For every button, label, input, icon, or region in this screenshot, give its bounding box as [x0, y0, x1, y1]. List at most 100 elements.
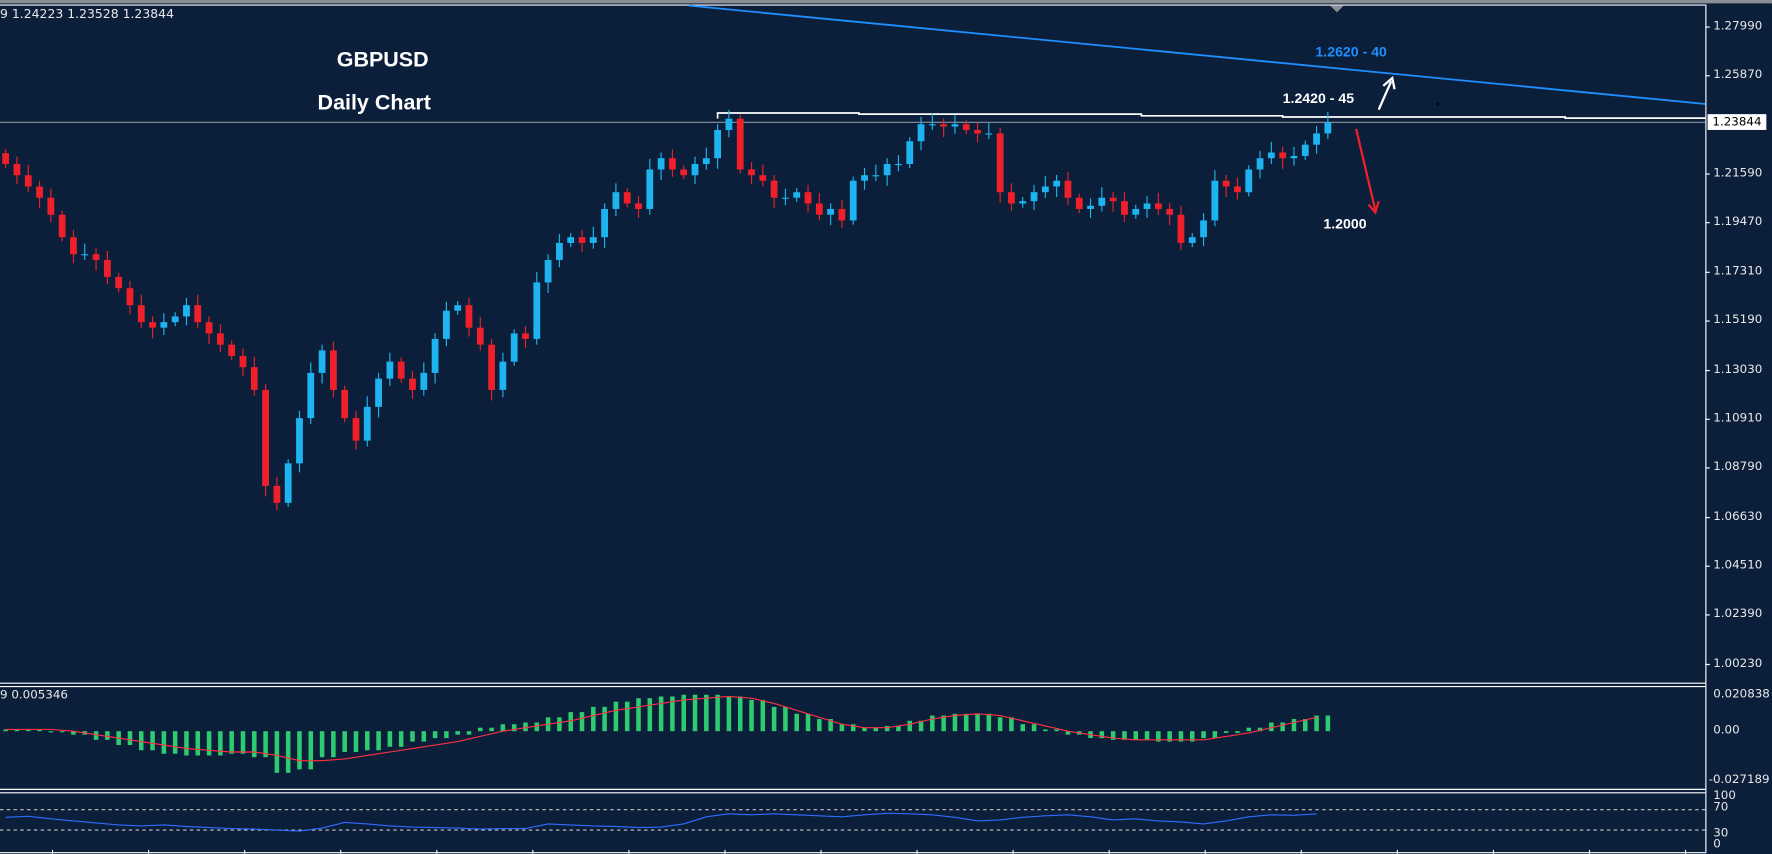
bearish-candle: [962, 124, 970, 130]
bearish-candle: [1177, 214, 1185, 243]
bullish-candle: [928, 124, 936, 126]
bullish-candle: [171, 316, 179, 323]
macd-histogram-bar: [14, 729, 20, 732]
bullish-candle: [183, 305, 190, 317]
macd-histogram-bar: [523, 722, 528, 732]
bullish-candle: [782, 197, 789, 199]
macd-histogram-bar: [297, 731, 302, 770]
price-axis-label: 1.02390: [1713, 606, 1763, 621]
bullish-candle: [1256, 158, 1264, 170]
bearish-candle: [1075, 197, 1083, 209]
bearish-candle: [974, 129, 981, 134]
macd-histogram-bar: [1009, 717, 1014, 732]
bullish-candle: [160, 322, 168, 328]
macd-histogram-bar: [760, 699, 766, 732]
macd-histogram-bar: [884, 725, 890, 732]
up-arrow-icon: [1377, 80, 1393, 111]
macd-histogram-bar: [48, 731, 54, 733]
macd-histogram-bar: [692, 694, 698, 732]
macd-histogram-bar: [1122, 731, 1127, 740]
bearish-candle: [103, 259, 111, 277]
macd-histogram-bar: [274, 731, 280, 773]
macd-histogram-bar: [624, 701, 630, 732]
bearish-candle: [578, 237, 586, 243]
bullish-candle: [296, 418, 303, 464]
macd-histogram-bar: [997, 717, 1003, 732]
ohlc-readout: 9 1.24223 1.23528 1.23844: [0, 6, 174, 22]
macd-histogram-bar: [240, 731, 246, 754]
bearish-candle: [748, 169, 755, 176]
bullish-candle: [1019, 201, 1027, 204]
macd-histogram-bar: [229, 731, 234, 754]
macd-histogram-bar: [896, 725, 901, 732]
macd-histogram-bar: [873, 727, 879, 732]
bearish-candle: [115, 276, 123, 289]
macd-histogram-bar: [365, 731, 370, 751]
current-price-label: 1.23844: [1707, 114, 1767, 130]
bearish-candle: [228, 344, 236, 356]
bullish-candle: [714, 129, 722, 159]
bullish-candle: [556, 242, 563, 260]
macd-histogram-bar: [93, 731, 99, 740]
macd-histogram-bar: [1269, 722, 1274, 732]
macd-histogram-bar: [658, 696, 664, 732]
bullish-candle: [284, 463, 292, 503]
macd-histogram-bar: [105, 731, 110, 740]
rsi-axis-100: 100: [1713, 788, 1736, 803]
macd-histogram-bar: [1303, 719, 1308, 732]
macd-histogram-bar: [1325, 715, 1331, 732]
descending-trendline: [689, 4, 1706, 105]
macd-histogram-bar: [387, 731, 393, 747]
macd-histogram-bar: [1235, 731, 1240, 733]
macd-readout: 9 0.005346: [0, 688, 68, 702]
bullish-candle: [1290, 155, 1298, 159]
macd-histogram-bar: [353, 731, 359, 752]
macd-histogram-bar: [500, 724, 506, 732]
macd-histogram-bar: [319, 731, 325, 758]
bearish-candle: [1121, 201, 1128, 215]
bullish-candle: [1188, 237, 1196, 243]
bearish-candle: [996, 133, 1004, 193]
macd-histogram-bar: [150, 731, 155, 751]
price-axis-label: 1.00230: [1713, 656, 1763, 671]
chart-shift-marker-icon: [1330, 5, 1344, 13]
macd-histogram-bar: [1099, 731, 1105, 739]
bearish-candle: [680, 169, 688, 176]
macd-histogram-bar: [195, 731, 201, 756]
macd-histogram-bar: [127, 731, 133, 746]
bullish-candle: [1301, 144, 1309, 156]
bearish-candle: [205, 322, 213, 334]
macd-histogram-bar: [37, 729, 42, 732]
macd-histogram-bar: [308, 731, 314, 770]
macd-histogram-bar: [907, 720, 912, 732]
marker-dot: [1436, 102, 1439, 106]
bullish-candle: [510, 333, 518, 362]
macd-histogram-bar: [591, 706, 596, 732]
bearish-candle: [1064, 180, 1072, 198]
bearish-candle: [194, 305, 202, 323]
resistance-level-label: 1.2420 - 45: [1282, 90, 1355, 107]
bearish-candle: [759, 175, 767, 181]
rsi-line: [5, 812, 1317, 832]
macd-histogram-bar: [285, 731, 291, 773]
macd-histogram-bar: [172, 731, 178, 754]
bullish-candle: [646, 169, 654, 209]
bullish-candle: [906, 141, 914, 164]
macd-histogram-bar: [783, 706, 788, 732]
macd-histogram-bar: [331, 731, 336, 758]
rsi-axis-70: 70: [1713, 800, 1729, 814]
price-axis-label: 1.13030: [1713, 362, 1763, 377]
price-axis-label: 1.10910: [1713, 411, 1763, 425]
bullish-candle: [589, 237, 597, 243]
bearish-candle: [488, 344, 495, 390]
macd-histogram-bar: [25, 729, 31, 732]
window-top-bar: [0, 0, 1772, 4]
macd-histogram-bar: [557, 717, 562, 732]
price-axis-label: 1.08790: [1713, 460, 1763, 474]
macd-histogram-bar: [850, 724, 856, 732]
bearish-candle: [465, 305, 473, 328]
bearish-candle: [2, 153, 10, 164]
bullish-candle: [849, 180, 857, 221]
bullish-candle: [1030, 192, 1038, 202]
